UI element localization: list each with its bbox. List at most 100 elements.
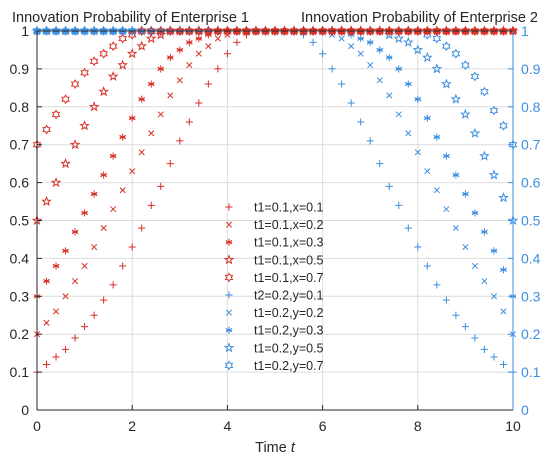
title-enterprise-2: Innovation Probability of Enterprise 2 bbox=[301, 10, 538, 26]
data-point bbox=[471, 209, 479, 217]
data-point bbox=[138, 149, 145, 156]
data-point bbox=[499, 26, 508, 36]
data-point bbox=[481, 278, 488, 285]
y-right-tick-label: 1 bbox=[521, 23, 529, 39]
data-point bbox=[471, 334, 479, 342]
data-point bbox=[195, 99, 203, 107]
data-point bbox=[461, 323, 469, 331]
data-point bbox=[393, 32, 405, 44]
data-point bbox=[90, 190, 98, 198]
legend-marker bbox=[225, 309, 233, 316]
data-point bbox=[176, 77, 183, 84]
x-tick-label: 6 bbox=[319, 418, 327, 434]
data-point bbox=[460, 108, 471, 119]
data-point bbox=[480, 26, 489, 36]
data-point bbox=[385, 53, 393, 62]
data-point bbox=[394, 26, 404, 36]
legend-label: t1=0.1,x=0.5 bbox=[254, 253, 324, 267]
data-point bbox=[452, 311, 460, 319]
legend-label: t1=0.2,y=0.7 bbox=[254, 359, 324, 373]
data-point bbox=[365, 26, 375, 36]
data-point bbox=[413, 26, 423, 36]
legend-label: t1=0.1,x=0.1 bbox=[254, 201, 324, 215]
data-point bbox=[433, 281, 441, 289]
data-point bbox=[490, 353, 498, 361]
data-point bbox=[204, 26, 213, 36]
data-point bbox=[490, 293, 498, 300]
data-point bbox=[481, 228, 488, 236]
data-point bbox=[433, 187, 440, 194]
data-point bbox=[110, 206, 117, 213]
data-point bbox=[176, 137, 184, 145]
data-point bbox=[89, 56, 99, 67]
data-point bbox=[81, 323, 89, 331]
data-point bbox=[194, 26, 204, 36]
data-point bbox=[423, 114, 431, 122]
legend-label: t1=0.1,x=0.2 bbox=[254, 218, 324, 232]
data-point bbox=[137, 26, 146, 36]
series-5-points bbox=[32, 26, 518, 150]
data-point bbox=[52, 353, 60, 361]
data-point bbox=[233, 38, 241, 46]
data-point bbox=[41, 195, 52, 207]
legend-label: t2=0.2,y=0.1 bbox=[254, 289, 324, 303]
data-point bbox=[461, 26, 470, 36]
data-point bbox=[242, 26, 251, 36]
data-point bbox=[450, 93, 462, 104]
data-point bbox=[70, 79, 80, 90]
data-point bbox=[146, 26, 156, 36]
data-point bbox=[404, 26, 413, 36]
y-left-tick-label: 0.6 bbox=[10, 175, 30, 191]
data-point bbox=[376, 77, 383, 84]
data-point bbox=[118, 33, 127, 44]
data-point bbox=[423, 26, 432, 36]
data-point bbox=[100, 225, 107, 232]
x-axis-label-prefix: Time bbox=[255, 440, 291, 456]
data-point bbox=[431, 63, 443, 74]
data-point bbox=[421, 51, 433, 63]
data-point bbox=[395, 201, 403, 209]
data-point bbox=[404, 224, 412, 232]
legend-label: t1=0.1,x=0.3 bbox=[254, 236, 324, 250]
data-point bbox=[347, 99, 355, 107]
axes: 0 2 4 6 8 100 00.1 0.10.2 0.20.3 0.30.4 0.40.5 0.50… bbox=[10, 23, 541, 434]
data-point bbox=[376, 160, 384, 168]
data-point bbox=[338, 35, 345, 42]
data-point bbox=[157, 182, 165, 190]
data-point bbox=[213, 26, 223, 36]
x-tick-label: 8 bbox=[414, 418, 422, 434]
data-point bbox=[129, 168, 136, 175]
data-point bbox=[157, 65, 165, 73]
data-point bbox=[471, 262, 478, 270]
legend-marker bbox=[225, 221, 233, 228]
y-right-tick-label: 0.8 bbox=[521, 99, 541, 115]
data-point bbox=[119, 262, 127, 270]
data-point bbox=[499, 360, 508, 369]
x-tick-label: 2 bbox=[128, 418, 136, 434]
data-point bbox=[42, 360, 51, 369]
y-left-tick-label: 0.5 bbox=[10, 213, 30, 229]
y-left-tick-label: 0.4 bbox=[10, 250, 30, 266]
data-point bbox=[147, 201, 155, 209]
data-point bbox=[337, 26, 346, 36]
data-point bbox=[61, 345, 70, 353]
data-point bbox=[232, 26, 242, 36]
data-point bbox=[176, 46, 184, 54]
data-point bbox=[500, 266, 507, 274]
data-point bbox=[185, 26, 194, 36]
data-point bbox=[479, 150, 490, 161]
data-point bbox=[223, 26, 232, 36]
data-point bbox=[90, 311, 98, 319]
data-point bbox=[414, 243, 422, 251]
data-point bbox=[91, 243, 98, 251]
data-point bbox=[414, 95, 422, 103]
data-point bbox=[80, 67, 89, 78]
data-point bbox=[108, 26, 118, 36]
data-point bbox=[442, 152, 450, 160]
data-point bbox=[441, 78, 452, 89]
data-point bbox=[98, 86, 109, 97]
data-point bbox=[109, 281, 117, 289]
data-point bbox=[88, 101, 100, 112]
data-point bbox=[69, 139, 81, 150]
x-tick-label: 0 bbox=[33, 418, 41, 434]
